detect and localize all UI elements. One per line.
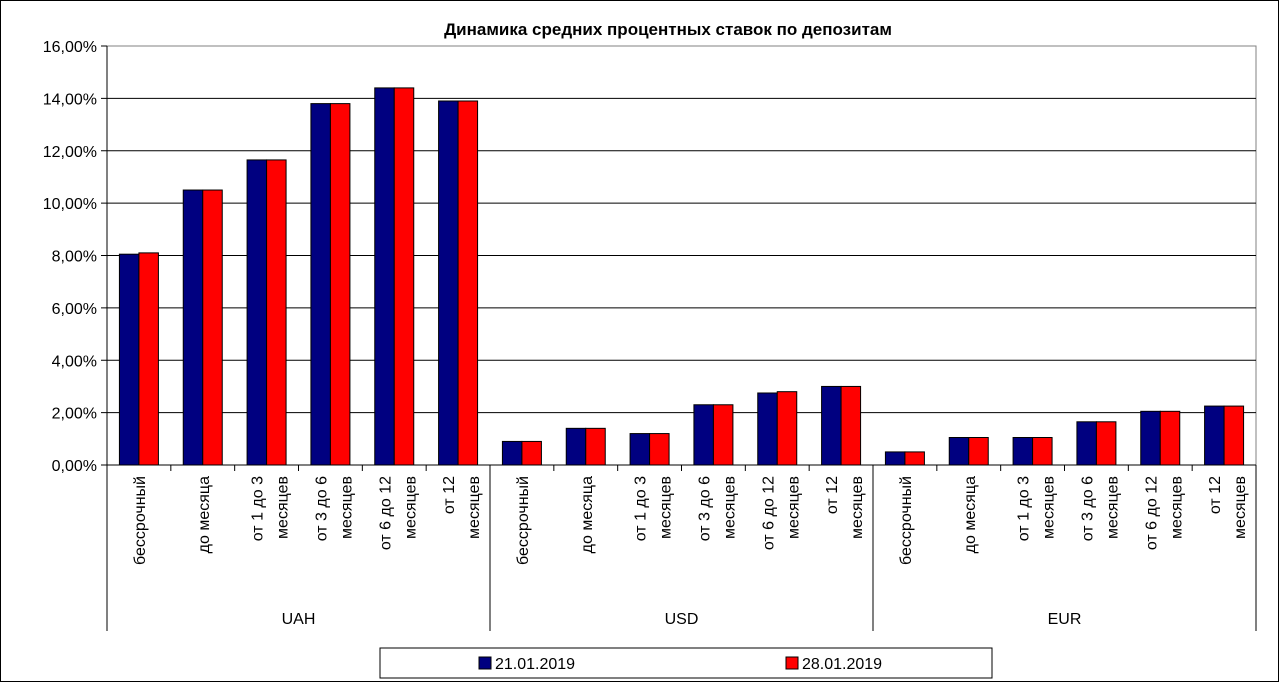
bar (948, 437, 970, 466)
legend-swatch (785, 656, 799, 670)
bar (840, 385, 862, 466)
group-label: EUR (1048, 611, 1082, 628)
category-label: до месяца (579, 476, 596, 553)
bar (246, 159, 268, 466)
bar (1159, 410, 1181, 466)
legend (379, 647, 993, 679)
y-tick-label: 2,00% (52, 406, 97, 423)
bar (649, 433, 670, 466)
category-label: от 3 до 6 (1079, 476, 1096, 541)
y-tick-label: 0,00% (52, 458, 97, 475)
category-label: месяцев (1104, 476, 1121, 539)
legend-swatch (478, 656, 492, 670)
chart-title: Динамика средних процентных ставок по де… (444, 20, 892, 39)
bar (629, 433, 651, 466)
category-label: бессрочный (898, 476, 915, 565)
category-label: месяцев (1041, 476, 1058, 539)
category-label: месяцев (402, 476, 419, 539)
category-label: от 1 до 3 (250, 476, 267, 541)
category-label: месяцев (1232, 476, 1249, 539)
bar (757, 392, 778, 466)
bar (310, 103, 331, 466)
bar (968, 437, 989, 466)
bar (565, 427, 587, 466)
category-label: до месяца (196, 476, 213, 553)
bar (457, 100, 479, 466)
category-label: от 6 до 12 (1143, 476, 1160, 550)
bar (202, 189, 223, 466)
bar (1204, 405, 1225, 466)
category-label: до месяца (962, 476, 979, 553)
category-label: от 3 до 6 (313, 476, 330, 541)
category-label: месяцев (338, 476, 355, 539)
bar (1223, 405, 1245, 466)
bar (374, 87, 395, 466)
category-label: месяцев (466, 476, 483, 539)
bar (776, 391, 798, 466)
bar (182, 189, 204, 466)
bar (1012, 437, 1034, 466)
legend-label: 28.01.2019 (802, 656, 882, 673)
category-label: месяцев (849, 476, 866, 539)
bar (266, 159, 287, 466)
category-label: месяцев (275, 476, 292, 539)
group-label: UAH (282, 611, 316, 628)
y-tick-label: 8,00% (52, 249, 97, 266)
group-label: USD (665, 611, 699, 628)
y-tick-label: 6,00% (52, 301, 97, 318)
bar (585, 427, 606, 466)
category-label: бессрочный (132, 476, 149, 565)
bar (393, 87, 415, 466)
category-label: месяцев (785, 476, 802, 539)
y-tick-label: 16,00% (43, 39, 97, 56)
category-label: от 6 до 12 (377, 476, 394, 550)
bar (138, 252, 159, 466)
bar (501, 440, 523, 466)
category-label: бессрочный (515, 476, 532, 565)
bar (904, 451, 925, 466)
category-label: месяцев (1168, 476, 1185, 539)
bar (884, 451, 906, 466)
category-label: месяцев (658, 476, 675, 539)
bar (521, 440, 542, 466)
category-label: от 12 (441, 476, 458, 514)
y-tick-label: 10,00% (43, 196, 97, 213)
category-label: от 6 до 12 (760, 476, 777, 550)
bar (438, 100, 459, 466)
y-tick-label: 14,00% (43, 91, 97, 108)
category-label: от 1 до 3 (633, 476, 650, 541)
category-label: от 12 (824, 476, 841, 514)
bar (118, 253, 140, 466)
bar (821, 385, 842, 466)
bar (712, 404, 734, 466)
bar (1032, 437, 1053, 466)
bar (1140, 410, 1161, 466)
category-label: месяцев (721, 476, 738, 539)
y-tick-label: 12,00% (43, 144, 97, 161)
bar (693, 404, 714, 466)
y-tick-label: 4,00% (52, 353, 97, 370)
category-label: от 12 (1207, 476, 1224, 514)
bar (329, 103, 351, 466)
bar (1095, 421, 1117, 466)
category-label: от 3 до 6 (696, 476, 713, 541)
legend-label: 21.01.2019 (495, 656, 575, 673)
bar (1076, 421, 1097, 466)
category-label: от 1 до 3 (1016, 476, 1033, 541)
